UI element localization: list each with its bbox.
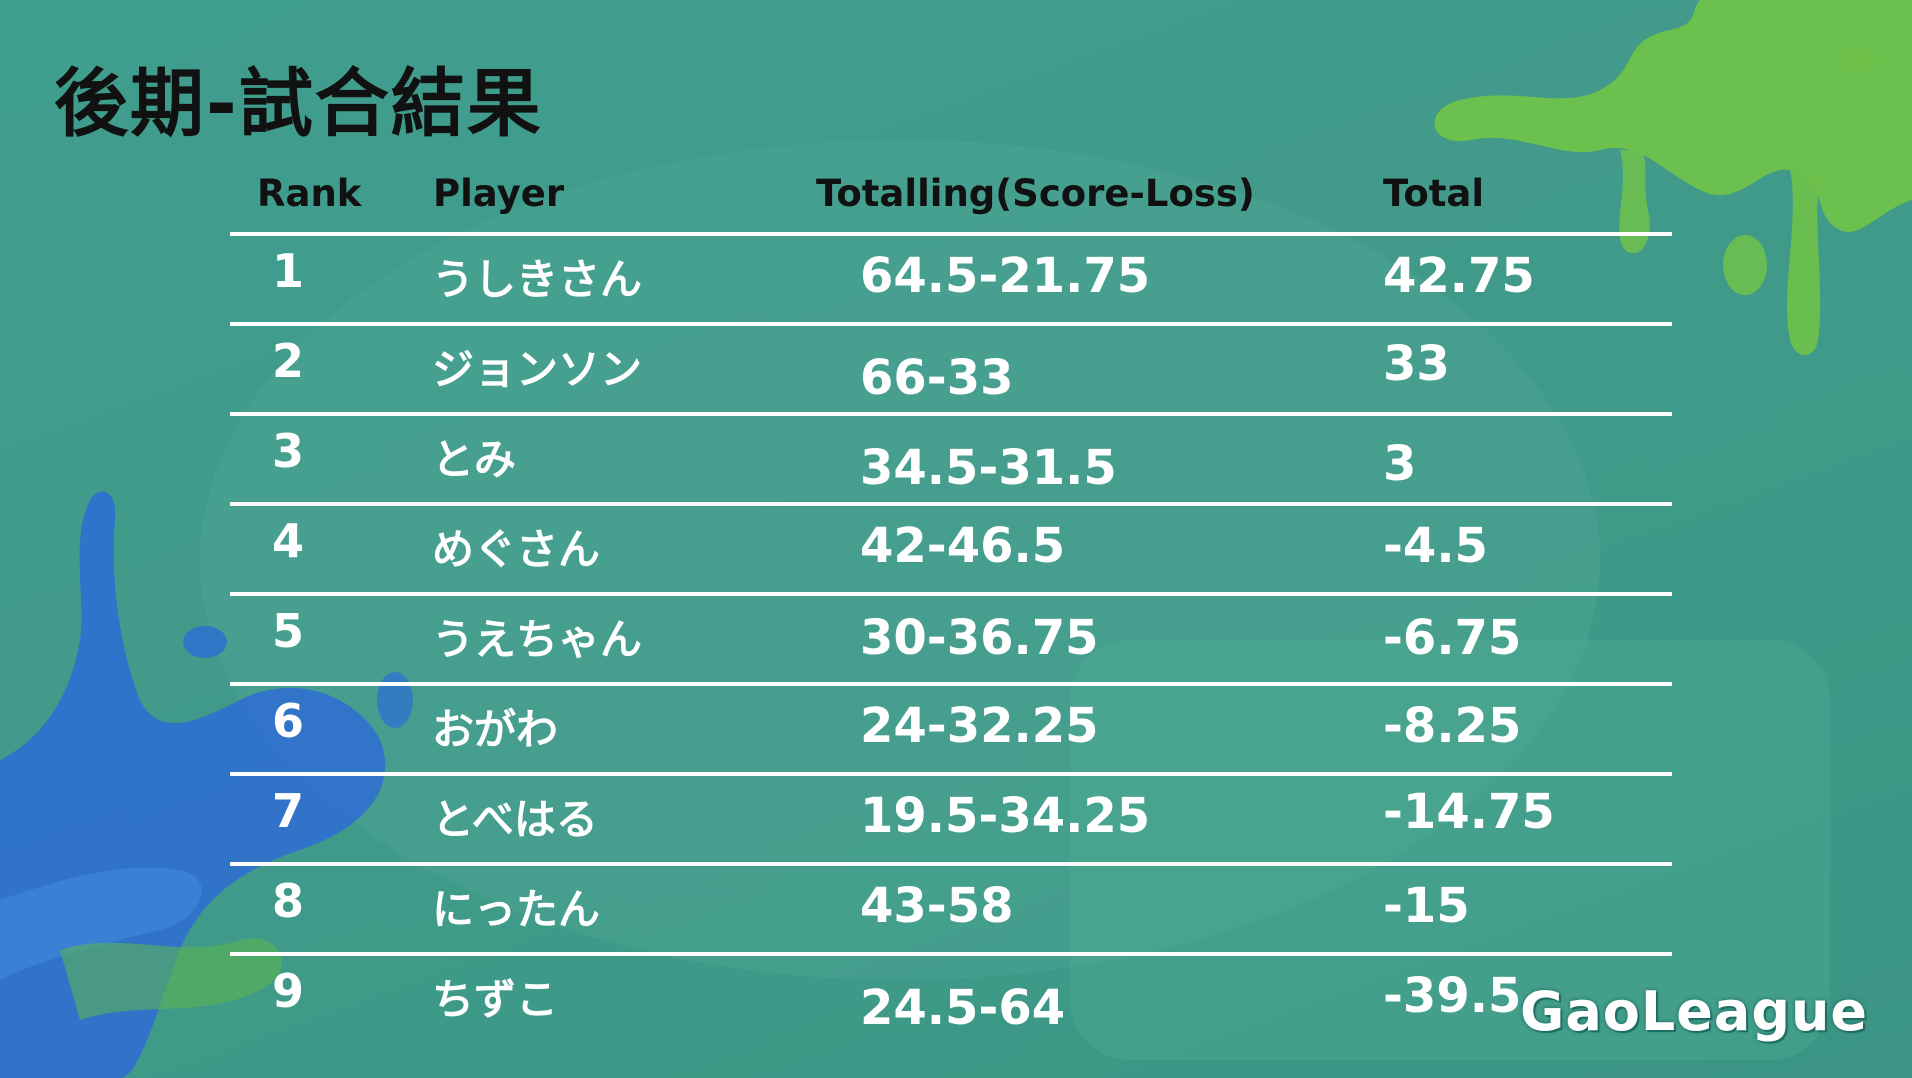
header-player: Player [433,172,565,215]
score-loss-cell: 43-58 [860,878,1014,934]
rank-cell: 2 [272,334,305,388]
blue-droplet-2 [377,672,413,728]
header-rank: Rank [257,172,362,215]
player-cell: ジョンソン [432,345,643,394]
total-cell: 33 [1383,336,1450,392]
player-cell: ちずこ [432,975,559,1024]
total-cell: -4.5 [1383,518,1488,574]
rank-cell: 4 [272,514,305,568]
page-title: 後期-試合結果 [54,61,543,147]
score-loss-cell: 24.5-64 [860,980,1066,1036]
score-loss-cell: 42-46.5 [860,518,1066,574]
total-cell: -6.75 [1383,610,1522,666]
total-cell: -39.5 [1383,968,1522,1024]
table-row: 9 ちずこ 24.5-64 -39.5 [230,956,1672,1042]
table-row: 6 おがわ 24-32.25 -8.25 [230,686,1672,776]
green-droplet-1 [1723,235,1767,295]
table-row: 5 うえちゃん 30-36.75 -6.75 [230,596,1672,686]
rank-cell: 7 [272,784,305,838]
player-cell: とみ [432,435,517,484]
background-haze [200,140,1600,980]
green-drip-1 [1787,170,1821,355]
score-loss-cell: 30-36.75 [860,610,1099,666]
player-cell: とべはる [432,795,598,844]
green-speckle-bottom-left [60,938,282,1020]
header-score-loss: Totalling(Score-Loss) [816,172,1255,215]
table-row: 2 ジョンソン 66-33 33 [230,326,1672,416]
rank-cell: 3 [272,424,305,478]
table-row: 8 にったん 43-58 -15 [230,866,1672,956]
green-drip-2 [1619,150,1650,254]
blue-streak [0,867,202,980]
table-row: 1 うしきさん 64.5-21.75 42.75 [230,236,1672,326]
player-cell: おがわ [432,705,559,754]
total-cell: -8.25 [1383,698,1522,754]
gaoleague-logo: GaoLeague [1520,980,1869,1043]
header-total: Total [1383,172,1485,215]
rank-cell: 1 [272,244,305,298]
rank-cell: 9 [272,964,305,1018]
player-cell: にったん [432,885,601,934]
player-cell: うしきさん [432,255,643,304]
results-table: Rank Player Totalling(Score-Loss) Total … [230,160,1672,1042]
score-loss-cell: 19.5-34.25 [860,788,1151,844]
table-header-row: Rank Player Totalling(Score-Loss) Total [230,160,1672,236]
rank-cell: 5 [272,604,305,658]
score-loss-cell: 66-33 [860,350,1014,406]
total-cell: 42.75 [1383,248,1535,304]
table-row: 3 とみ 34.5-31.5 3 [230,416,1672,506]
score-loss-cell: 34.5-31.5 [860,440,1117,496]
score-loss-cell: 24-32.25 [860,698,1099,754]
score-loss-cell: 64.5-21.75 [860,248,1151,304]
rank-cell: 6 [272,694,305,748]
rank-cell: 8 [272,874,305,928]
player-cell: めぐさん [432,525,601,574]
total-cell: -15 [1383,878,1470,934]
table-row: 7 とべはる 19.5-34.25 -14.75 [230,776,1672,866]
total-cell: -14.75 [1383,784,1555,840]
player-cell: うえちゃん [432,615,643,664]
total-cell: 3 [1383,436,1417,492]
green-droplet-2 [1846,50,1874,70]
table-row: 4 めぐさん 42-46.5 -4.5 [230,506,1672,596]
green-splash-top-right [1434,0,1912,233]
blue-droplet-1 [183,626,227,658]
